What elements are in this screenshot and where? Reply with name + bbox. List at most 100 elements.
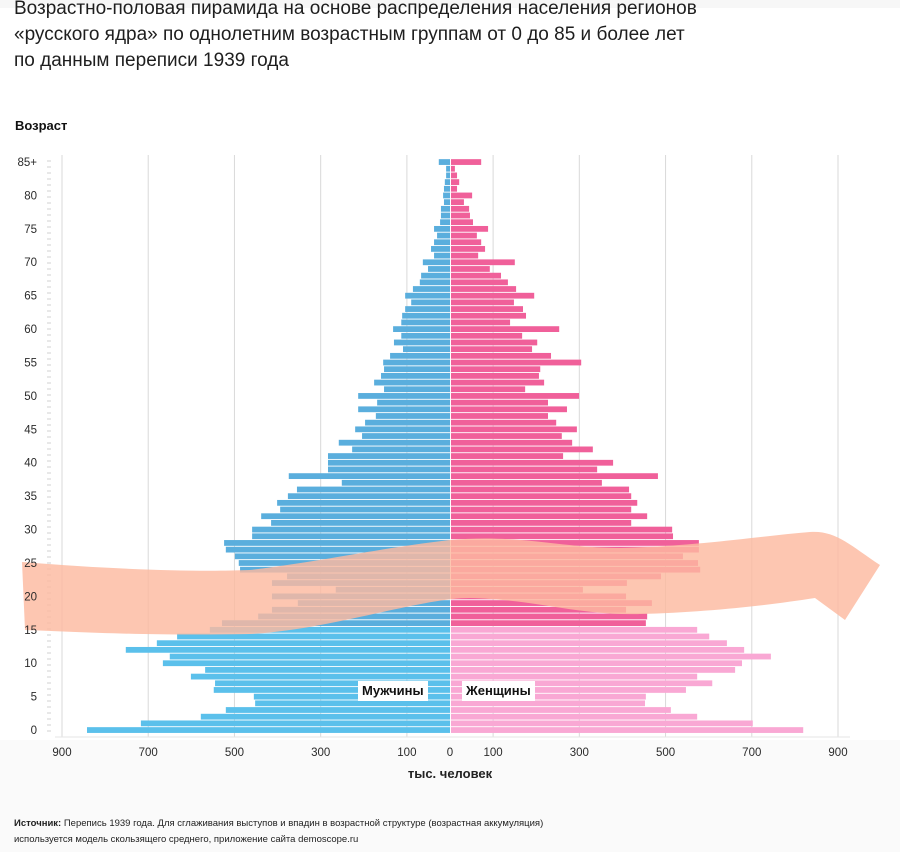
highlight-ribbon-shape: [22, 531, 880, 635]
y-axis-dot: [47, 718, 51, 720]
male-bar: [402, 312, 450, 319]
male-bar: [271, 520, 450, 526]
female-bar: [451, 359, 582, 366]
y-axis-dot: [47, 316, 51, 318]
female-bar: [451, 279, 508, 286]
male-bar: [288, 473, 450, 480]
female-bar: [451, 312, 527, 319]
y-axis-dot: [47, 298, 51, 300]
y-axis-dot: [47, 370, 51, 372]
y-axis-dot: [47, 208, 51, 210]
male-bar: [327, 453, 450, 459]
female-bar: [451, 406, 567, 413]
male-bar: [431, 246, 450, 252]
y-axis-dot: [47, 526, 51, 528]
y-axis-dot: [47, 538, 51, 540]
male-bar: [215, 680, 450, 687]
x-axis-label: тыс. человек: [407, 766, 493, 781]
female-bar: [451, 326, 560, 332]
title-line-3: по данным переписи 1939 года: [14, 50, 289, 71]
y-axis-dot: [47, 274, 51, 276]
male-bar: [365, 419, 450, 426]
y-axis-dot: [47, 376, 51, 378]
y-axis-dot: [47, 712, 51, 714]
y-axis-dot: [47, 730, 51, 732]
male-bar: [375, 413, 450, 419]
male-bar: [446, 172, 450, 179]
y-axis-dot: [47, 214, 51, 216]
y-axis-dot: [47, 490, 51, 492]
male-bar: [443, 199, 450, 206]
y-axis-dot: [47, 472, 51, 474]
y-axis-dot: [47, 448, 51, 450]
title-line-2: «русского ядра» по однолетним возрастным…: [14, 24, 685, 45]
y-axis-dot: [47, 682, 51, 684]
male-bar: [287, 493, 450, 500]
y-axis-dot: [47, 268, 51, 270]
male-bar: [422, 259, 450, 266]
male-bar: [252, 533, 450, 540]
x-tick-label: 500: [225, 747, 244, 759]
y-axis-dot: [47, 556, 51, 558]
female-bar: [451, 205, 470, 212]
male-bar: [341, 479, 450, 486]
y-axis-dot: [47, 334, 51, 336]
female-bar: [451, 192, 473, 199]
female-bar: [451, 646, 745, 653]
female-bar: [451, 252, 479, 259]
y-tick-label: 5: [31, 692, 37, 704]
female-bar: [451, 613, 648, 620]
female-bar: [451, 700, 645, 707]
male-bar: [352, 446, 450, 453]
y-axis-dot: [47, 250, 51, 252]
female-bar: [451, 687, 686, 693]
female-bar: [451, 513, 648, 520]
y-tick-label: 20: [24, 591, 37, 603]
y-tick-label: 35: [24, 491, 37, 503]
male-bar: [358, 393, 450, 399]
y-axis-dot: [47, 496, 51, 498]
y-tick-label: 60: [24, 324, 37, 336]
male-bar: [327, 466, 450, 473]
female-bar: [451, 179, 460, 185]
y-tick-label: 45: [24, 424, 37, 436]
y-axis-dot: [47, 562, 51, 564]
female-bar: [451, 259, 515, 266]
y-axis-dot: [47, 508, 51, 510]
male-bar: [374, 379, 450, 386]
male-bar: [393, 326, 450, 332]
y-axis-dot: [47, 178, 51, 180]
male-bar: [434, 252, 450, 259]
female-bar: [451, 299, 514, 306]
x-tick-label: 300: [311, 747, 330, 759]
y-axis-dot: [47, 244, 51, 246]
female-bar: [451, 720, 753, 727]
y-axis-dot: [47, 310, 51, 312]
female-bar: [451, 493, 632, 500]
y-axis-dot: [47, 460, 51, 462]
y-axis-dot: [47, 196, 51, 198]
y-axis-dot: [47, 544, 51, 546]
female-bar: [451, 286, 517, 292]
male-bar: [434, 239, 450, 246]
y-axis-dot: [47, 292, 51, 294]
female-bars: [451, 159, 804, 733]
y-axis-dot: [47, 694, 51, 696]
female-bar: [451, 626, 698, 633]
x-tick-label: 100: [397, 747, 416, 759]
female-bar: [451, 520, 632, 526]
male-bar: [213, 687, 450, 693]
male-bar: [440, 219, 450, 226]
female-bar: [451, 413, 548, 419]
male-bar: [169, 653, 450, 660]
y-tick-label: 25: [24, 558, 37, 570]
female-bar: [451, 667, 736, 673]
male-bar: [362, 433, 450, 439]
x-tick-label: 900: [828, 747, 847, 759]
female-bar: [451, 693, 646, 700]
female-bar: [451, 366, 541, 373]
female-bar: [451, 479, 602, 486]
y-axis-dot: [47, 352, 51, 354]
